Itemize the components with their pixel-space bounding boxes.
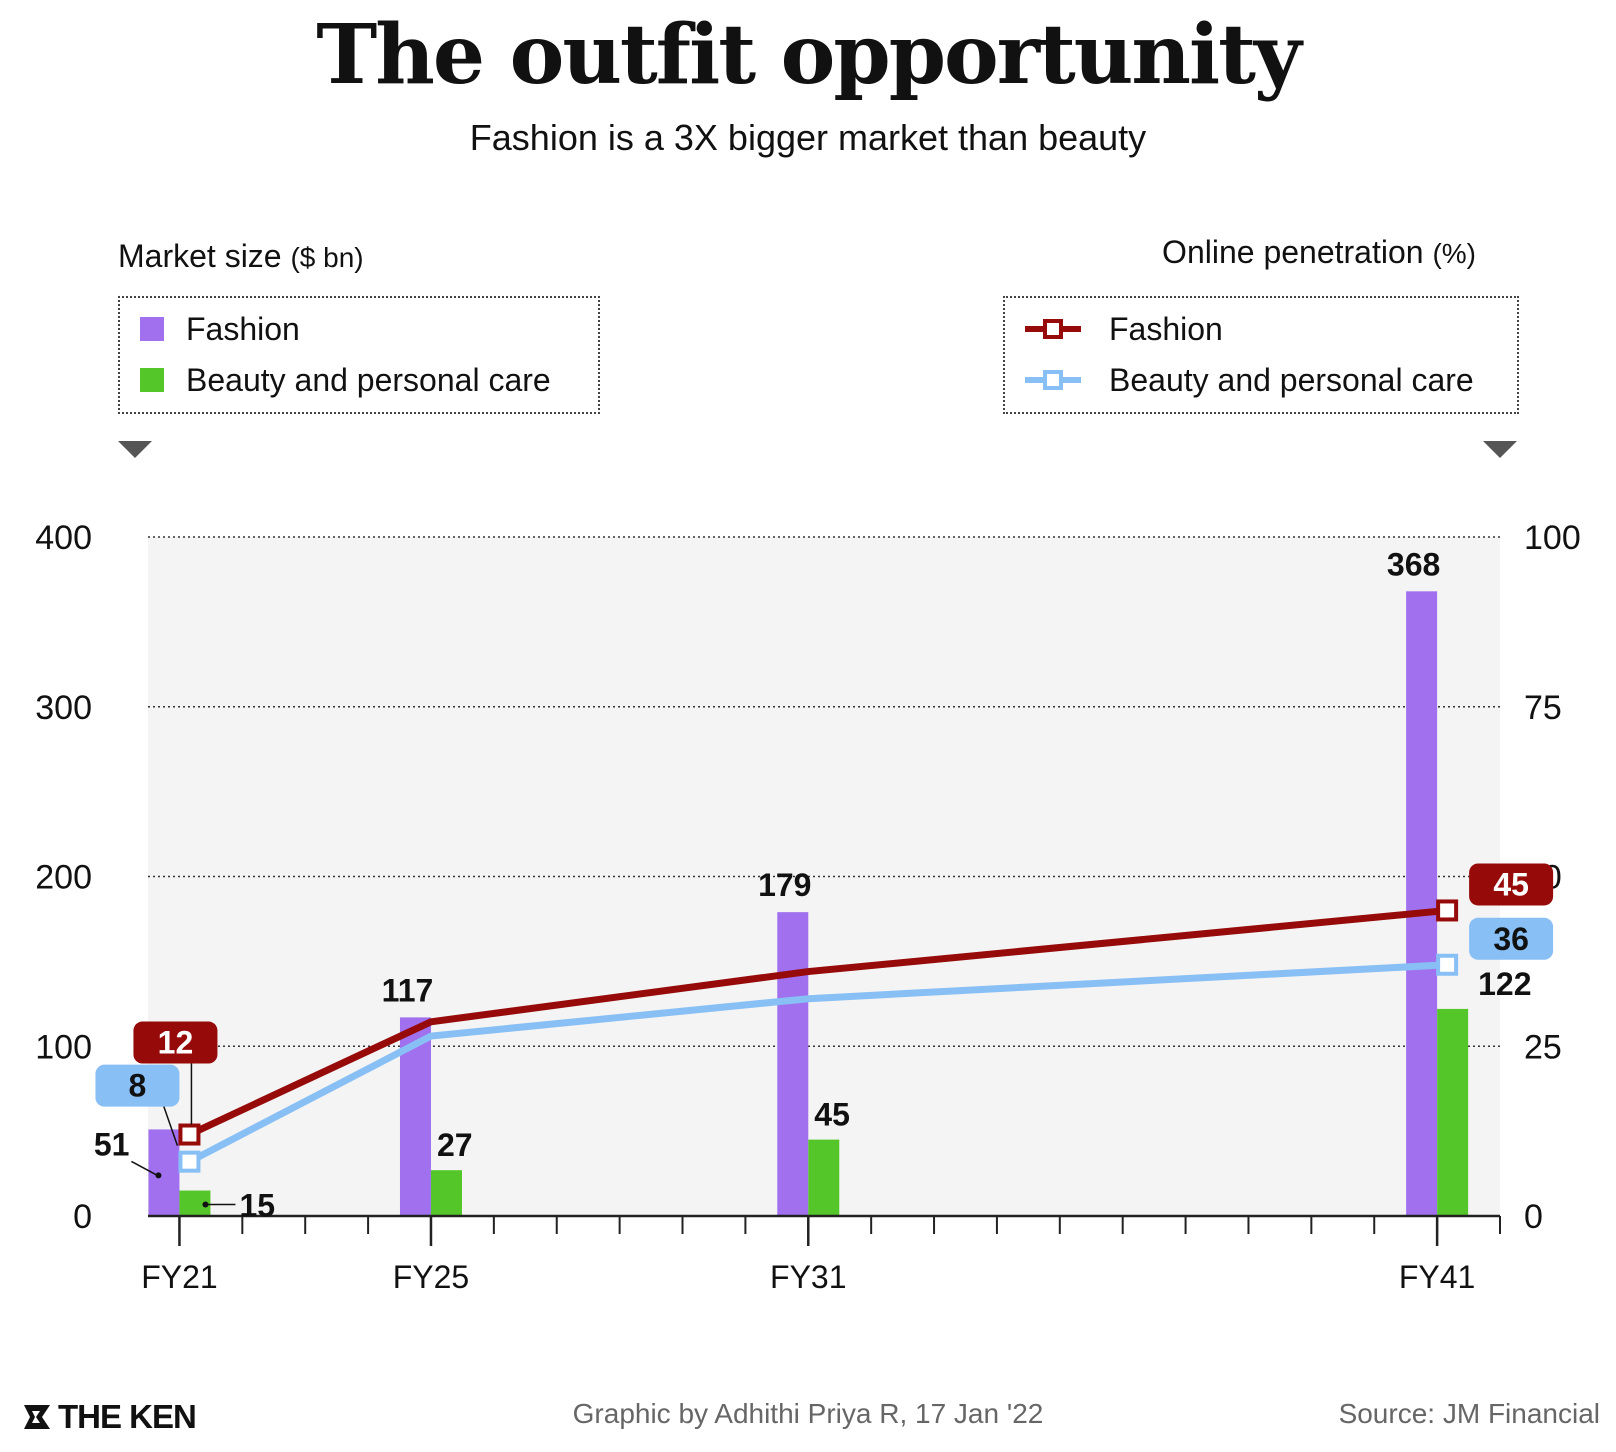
line-beauty	[187, 961, 1448, 1165]
line-value-label-fashion-bg	[1469, 863, 1554, 906]
green-swatch-icon	[140, 368, 164, 392]
bar-value-label: 45	[814, 1097, 850, 1133]
blue-line-marker-icon	[1025, 370, 1081, 390]
bar-beauty	[808, 1139, 840, 1216]
line-value-label-fashion-bg	[133, 1021, 218, 1064]
line-value-label-fashion: 45	[1493, 866, 1529, 902]
marker-fashion	[178, 1123, 201, 1146]
marker-beauty	[178, 1150, 201, 1173]
bar-value-label: 117	[382, 972, 434, 1008]
right-axis-unit: (%)	[1432, 238, 1476, 269]
legend-online-penetration: Fashion Beauty and personal care	[1003, 296, 1519, 414]
line-value-label-beauty: 8	[129, 1068, 147, 1104]
line-value-label-beauty-bg	[95, 1064, 180, 1107]
left-tick-label: 300	[35, 689, 92, 727]
leader-line	[131, 1160, 158, 1177]
line-value-label-beauty-bg	[1469, 917, 1554, 960]
right-axis-pointer-icon	[1483, 441, 1517, 458]
badge-connector	[160, 1099, 179, 1146]
bar-beauty	[1437, 1008, 1469, 1216]
bar-value-label: 15	[239, 1188, 275, 1224]
left-axis-title: Market size ($ bn)	[118, 240, 364, 272]
leader-dot	[155, 1172, 162, 1179]
right-tick-label: 25	[1524, 1028, 1562, 1066]
left-tick-label: 200	[35, 859, 92, 897]
left-tick-label: 100	[35, 1028, 92, 1066]
marker-beauty	[1436, 953, 1459, 976]
line-value-label-fashion: 12	[158, 1025, 194, 1061]
left-axis-unit: ($ bn)	[290, 242, 364, 273]
legend-market-size: Fashion Beauty and personal care	[118, 296, 600, 414]
chart-subtitle: Fashion is a 3X bigger market than beaut…	[469, 117, 1147, 158]
x-tick-label: FY31	[770, 1259, 846, 1295]
line-value-label-beauty: 36	[1493, 921, 1529, 957]
bar-fashion	[777, 912, 809, 1216]
x-tick-label: FY41	[1399, 1259, 1475, 1295]
x-tick-label: FY21	[141, 1259, 217, 1295]
bar-value-label: 27	[437, 1127, 473, 1163]
legend-label: Beauty and personal care	[1109, 362, 1474, 398]
leader-dot	[202, 1201, 209, 1208]
legend-item-beauty-bar: Beauty and personal care	[140, 364, 551, 396]
left-axis-pointer-icon	[118, 441, 152, 458]
legend-item-beauty-line: Beauty and personal care	[1025, 364, 1474, 396]
marker-fashion	[1436, 899, 1459, 922]
bar-value-label: 122	[1478, 966, 1531, 1002]
left-tick-label: 400	[35, 519, 92, 557]
right-axis-title-text: Online penetration	[1162, 234, 1424, 270]
source-note: Source: JM Financial	[1338, 1398, 1600, 1429]
legend-item-fashion-bar: Fashion	[140, 313, 300, 345]
ken-mark-icon	[24, 1405, 50, 1429]
legend-item-fashion-line: Fashion	[1025, 313, 1223, 345]
bar-value-label: 368	[1387, 546, 1440, 582]
legend-label: Fashion	[186, 311, 300, 347]
right-tick-label: 100	[1524, 519, 1581, 557]
red-line-marker-icon	[1025, 319, 1081, 339]
right-tick-label: 0	[1524, 1198, 1543, 1236]
right-tick-label: 75	[1524, 689, 1562, 727]
bar-fashion	[1406, 591, 1438, 1216]
graphic-credit: Graphic by Adhithi Priya R, 17 Jan '22	[572, 1398, 1044, 1429]
chart-title: The outfit opportunity	[316, 7, 1301, 103]
bar-beauty	[430, 1170, 462, 1216]
left-axis-title-text: Market size	[118, 238, 282, 274]
right-axis-title: Online penetration (%)	[1162, 236, 1476, 268]
bar-value-label: 51	[94, 1126, 130, 1162]
the-ken-logo: THE KEN	[22, 1398, 197, 1436]
bar-value-label: 179	[758, 867, 811, 903]
line-fashion	[187, 906, 1448, 1138]
x-tick-label: FY25	[393, 1259, 469, 1295]
left-tick-label: 0	[73, 1198, 92, 1236]
legend-label: Fashion	[1109, 311, 1223, 347]
purple-swatch-icon	[140, 317, 164, 341]
legend-label: Beauty and personal care	[186, 362, 551, 398]
logo-text: THE KEN	[58, 1398, 197, 1435]
